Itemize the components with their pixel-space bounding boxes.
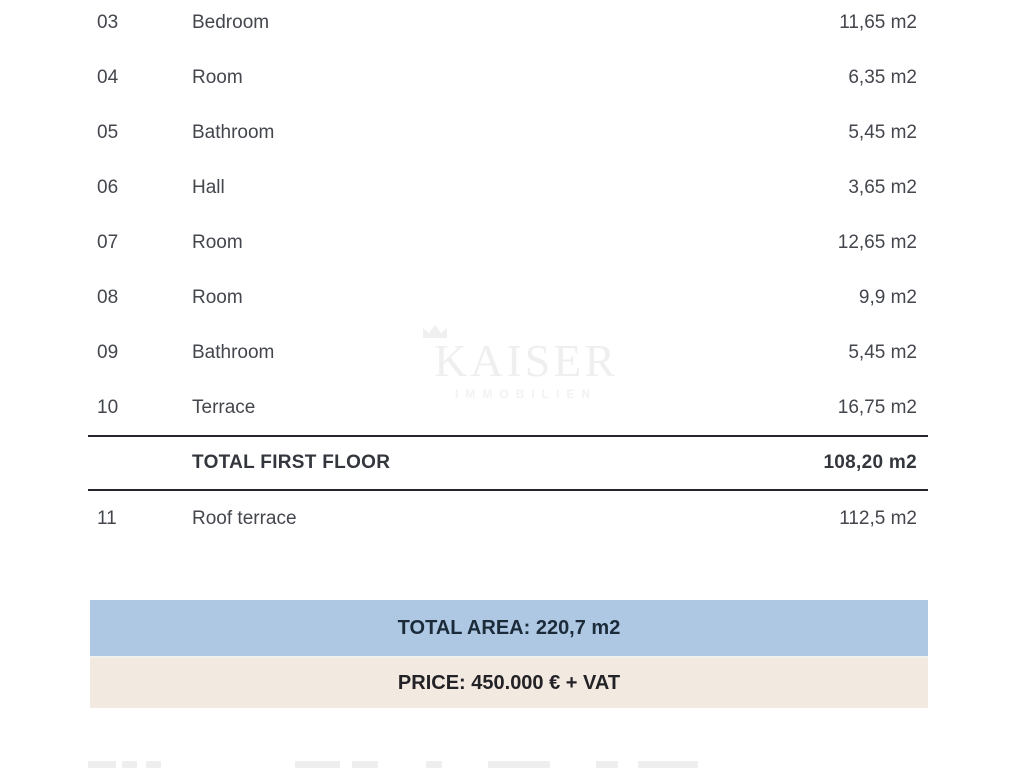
row-number: 09 — [97, 341, 119, 363]
row-number: 05 — [97, 121, 119, 143]
table-row: 10 Terrace 16,75 m2 — [88, 380, 928, 435]
row-area: 12,65 m2 — [837, 231, 917, 253]
total-label: TOTAL FIRST FLOOR — [192, 452, 391, 473]
row-label: Bathroom — [192, 121, 275, 143]
price-banner: PRICE: 450.000 € + VAT — [90, 658, 928, 708]
total-area-banner: TOTAL AREA: 220,7 m2 — [90, 600, 928, 656]
row-number: 10 — [97, 396, 119, 418]
row-label: Bedroom — [192, 11, 270, 33]
row-label: Terrace — [192, 396, 256, 418]
row-number: 04 — [97, 66, 119, 88]
table-row: 07 Room 12,65 m2 — [88, 215, 928, 270]
table-row: 09 Bathroom 5,45 m2 — [88, 325, 928, 380]
total-first-floor-row: TOTAL FIRST FLOOR 108,20 m2 — [88, 435, 928, 491]
row-area: 9,9 m2 — [858, 286, 917, 308]
table-row: 05 Bathroom 5,45 m2 — [88, 105, 928, 160]
table-row: 03 Bedroom 11,65 m2 — [88, 0, 928, 50]
row-area: 112,5 m2 — [839, 507, 917, 529]
row-label: Room — [192, 286, 243, 308]
row-number: 06 — [97, 176, 119, 198]
table-row: 08 Room 9,9 m2 — [88, 270, 928, 325]
summary-divider — [90, 656, 928, 658]
table-row: 06 Hall 3,65 m2 — [88, 160, 928, 215]
row-area: 16,75 m2 — [837, 396, 917, 418]
row-label: Room — [192, 231, 243, 253]
row-number: 11 — [97, 507, 117, 529]
row-label: Room — [192, 66, 243, 88]
row-label: Roof terrace — [192, 507, 297, 529]
row-label: Hall — [192, 176, 225, 198]
row-area: 5,45 m2 — [848, 341, 917, 363]
room-area-table: 03 Bedroom 11,65 m2 04 Room 6,35 m2 05 B… — [88, 0, 928, 546]
row-area: 11,65 m2 — [839, 11, 917, 33]
row-label: Bathroom — [192, 341, 275, 363]
row-area: 5,45 m2 — [848, 121, 917, 143]
total-area: 108,20 m2 — [823, 452, 917, 473]
row-number: 07 — [97, 231, 119, 253]
row-number: 03 — [97, 11, 119, 33]
summary-section: TOTAL AREA: 220,7 m2 PRICE: 450.000 € + … — [90, 600, 928, 708]
cutoff-bottom-text — [0, 760, 1024, 768]
roof-terrace-row: 11 Roof terrace 112,5 m2 — [88, 491, 928, 546]
table-row: 04 Room 6,35 m2 — [88, 50, 928, 105]
row-area: 3,65 m2 — [848, 176, 917, 198]
row-area: 6,35 m2 — [848, 66, 917, 88]
row-number: 08 — [97, 286, 119, 308]
